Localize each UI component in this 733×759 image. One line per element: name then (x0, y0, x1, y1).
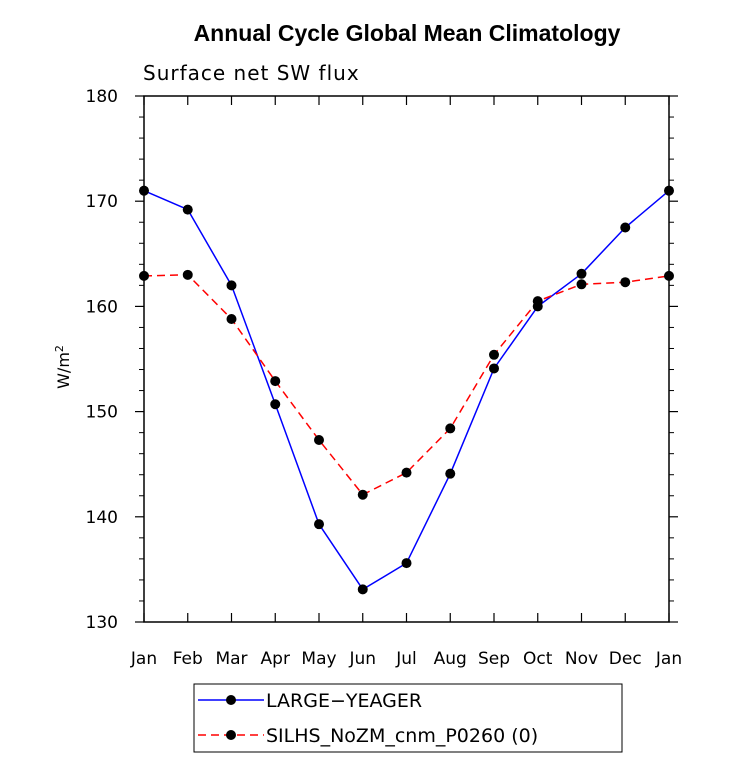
legend-item-silhs: SILHS_NoZM_cnm_P0260 (0) (198, 725, 538, 747)
y-axis-label-text: W/m (54, 352, 73, 389)
plot-frame (143, 95, 670, 623)
axis-ticks (135, 95, 678, 623)
series-0-point (357, 584, 368, 595)
chart-subtitle: Surface net SW flux (143, 61, 360, 85)
series-1-point (314, 435, 324, 446)
legend-box (193, 683, 623, 753)
series-layer (139, 185, 674, 595)
y-tick-label: 140 (86, 508, 118, 528)
y-axis-label-superscript: 2 (53, 345, 66, 352)
x-tick-label: Jul (395, 649, 417, 669)
y-tick-label: 160 (86, 297, 118, 317)
x-tick-label: Dec (609, 649, 642, 669)
series-1-point (401, 467, 412, 478)
legend-label-silhs: SILHS_NoZM_cnm_P0260 (0) (266, 725, 538, 747)
legend-marker-large-yeager (226, 695, 236, 705)
x-tick-label: Mar (215, 649, 247, 669)
x-tick-labels: Jan Feb Mar Apr May Jun Jul Aug Sep Oct Nov Dec Jan (130, 649, 682, 669)
series-0-point (445, 468, 456, 479)
y-tick-label: 180 (86, 87, 118, 107)
series-0-point (226, 280, 237, 291)
y-tick-labels: 130 140 150 160 170 180 (86, 87, 118, 633)
x-tick-label: May (301, 649, 336, 669)
series-1-point (532, 296, 543, 307)
series-1-point (620, 277, 631, 288)
series-0-point (664, 185, 674, 196)
legend-label-large-yeager: LARGE−YEAGER (266, 690, 422, 712)
series-0-point (270, 399, 281, 410)
series-1-point (226, 314, 237, 325)
series-0-point (576, 268, 587, 279)
x-tick-label: Jan (655, 649, 682, 669)
x-tick-label: Jun (348, 649, 376, 669)
series-0-point (182, 204, 193, 215)
series-1-point (270, 376, 281, 387)
series-1-point (664, 270, 674, 281)
series-0-point (314, 519, 324, 530)
chart-title: Annual Cycle Global Mean Climatology (194, 20, 621, 46)
series-0-point (401, 558, 412, 569)
series-0-point (139, 185, 149, 196)
series-line-1 (143, 274, 670, 496)
y-axis-label: W/m2 (53, 345, 73, 389)
legend-item-large-yeager: LARGE−YEAGER (198, 690, 422, 712)
x-tick-label: Nov (565, 649, 598, 669)
series-1-point (357, 489, 368, 500)
series-1-point (182, 269, 193, 280)
y-tick-label: 130 (86, 613, 118, 633)
series-1-point (139, 270, 149, 281)
y-tick-label: 170 (86, 192, 118, 212)
x-tick-label: Aug (434, 649, 467, 669)
x-tick-label: Oct (523, 649, 553, 669)
series-1-point (489, 349, 499, 360)
series-1-point (445, 423, 456, 434)
series-1-point (576, 279, 587, 290)
x-tick-label: Jan (130, 649, 157, 669)
series-0-point (489, 363, 499, 374)
series-line-0 (143, 190, 670, 591)
x-tick-label: Feb (173, 649, 203, 669)
y-tick-label: 150 (86, 403, 118, 423)
series-0-point (620, 222, 631, 233)
x-tick-label: Apr (261, 649, 290, 669)
legend-marker-silhs (226, 730, 236, 740)
x-tick-label: Sep (478, 649, 510, 669)
